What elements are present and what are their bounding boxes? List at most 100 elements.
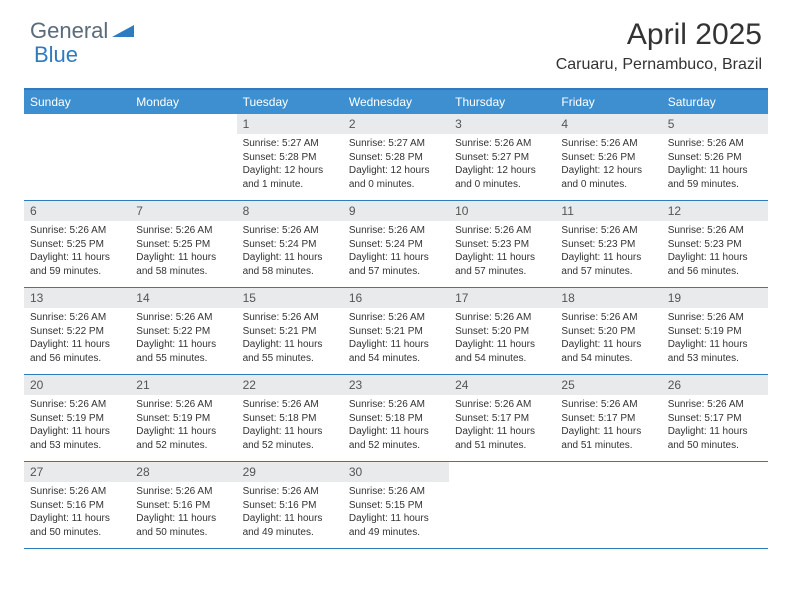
day-details: Sunrise: 5:26 AMSunset: 5:25 PMDaylight:… [130, 221, 236, 283]
sunrise-text: Sunrise: 5:26 AM [668, 137, 762, 151]
day-details: Sunrise: 5:26 AMSunset: 5:21 PMDaylight:… [237, 308, 343, 370]
day-number: 11 [555, 201, 661, 221]
day-details: Sunrise: 5:26 AMSunset: 5:16 PMDaylight:… [24, 482, 130, 544]
sunset-text: Sunset: 5:19 PM [30, 412, 124, 426]
day-number: 13 [24, 288, 130, 308]
day-cell [24, 114, 130, 200]
sunrise-text: Sunrise: 5:26 AM [30, 224, 124, 238]
daylight-text: Daylight: 11 hours and 57 minutes. [455, 251, 549, 278]
daylight-text: Daylight: 11 hours and 49 minutes. [349, 512, 443, 539]
sunset-text: Sunset: 5:28 PM [243, 151, 337, 165]
day-number: 14 [130, 288, 236, 308]
day-number: 25 [555, 375, 661, 395]
day-number: 15 [237, 288, 343, 308]
sunrise-text: Sunrise: 5:26 AM [455, 311, 549, 325]
day-details: Sunrise: 5:26 AMSunset: 5:20 PMDaylight:… [449, 308, 555, 370]
sunrise-text: Sunrise: 5:26 AM [349, 485, 443, 499]
logo-text-blue: Blue [34, 42, 78, 67]
daylight-text: Daylight: 11 hours and 52 minutes. [136, 425, 230, 452]
sunset-text: Sunset: 5:17 PM [455, 412, 549, 426]
week-row: 27Sunrise: 5:26 AMSunset: 5:16 PMDayligh… [24, 462, 768, 549]
sunset-text: Sunset: 5:21 PM [349, 325, 443, 339]
day-number: 29 [237, 462, 343, 482]
day-number: 17 [449, 288, 555, 308]
day-cell: 11Sunrise: 5:26 AMSunset: 5:23 PMDayligh… [555, 201, 661, 287]
day-details: Sunrise: 5:26 AMSunset: 5:26 PMDaylight:… [555, 134, 661, 196]
day-details: Sunrise: 5:26 AMSunset: 5:23 PMDaylight:… [662, 221, 768, 283]
sunrise-text: Sunrise: 5:26 AM [30, 311, 124, 325]
day-cell [555, 462, 661, 548]
sunrise-text: Sunrise: 5:26 AM [136, 311, 230, 325]
sunset-text: Sunset: 5:20 PM [455, 325, 549, 339]
day-number: 3 [449, 114, 555, 134]
day-cell [449, 462, 555, 548]
day-details: Sunrise: 5:26 AMSunset: 5:18 PMDaylight:… [237, 395, 343, 457]
logo-blue-text-row: Blue [34, 42, 78, 68]
day-number: 8 [237, 201, 343, 221]
sunset-text: Sunset: 5:22 PM [30, 325, 124, 339]
sunset-text: Sunset: 5:15 PM [349, 499, 443, 513]
sunrise-text: Sunrise: 5:26 AM [136, 224, 230, 238]
day-header-row: Sunday Monday Tuesday Wednesday Thursday… [24, 90, 768, 114]
day-cell: 4Sunrise: 5:26 AMSunset: 5:26 PMDaylight… [555, 114, 661, 200]
sunrise-text: Sunrise: 5:26 AM [668, 398, 762, 412]
sunset-text: Sunset: 5:21 PM [243, 325, 337, 339]
sunset-text: Sunset: 5:24 PM [243, 238, 337, 252]
day-header-mon: Monday [130, 90, 236, 114]
daylight-text: Daylight: 11 hours and 54 minutes. [349, 338, 443, 365]
logo-triangle-icon [112, 21, 134, 42]
sunset-text: Sunset: 5:27 PM [455, 151, 549, 165]
day-cell: 7Sunrise: 5:26 AMSunset: 5:25 PMDaylight… [130, 201, 236, 287]
daylight-text: Daylight: 11 hours and 57 minutes. [561, 251, 655, 278]
day-details: Sunrise: 5:26 AMSunset: 5:17 PMDaylight:… [555, 395, 661, 457]
logo-text-general: General [30, 18, 108, 44]
sunrise-text: Sunrise: 5:26 AM [668, 311, 762, 325]
sunrise-text: Sunrise: 5:26 AM [668, 224, 762, 238]
sunrise-text: Sunrise: 5:26 AM [455, 398, 549, 412]
day-cell: 5Sunrise: 5:26 AMSunset: 5:26 PMDaylight… [662, 114, 768, 200]
day-number: 7 [130, 201, 236, 221]
daylight-text: Daylight: 11 hours and 55 minutes. [243, 338, 337, 365]
day-details: Sunrise: 5:27 AMSunset: 5:28 PMDaylight:… [237, 134, 343, 196]
day-number: 20 [24, 375, 130, 395]
day-details: Sunrise: 5:26 AMSunset: 5:16 PMDaylight:… [237, 482, 343, 544]
day-cell: 1Sunrise: 5:27 AMSunset: 5:28 PMDaylight… [237, 114, 343, 200]
day-cell: 12Sunrise: 5:26 AMSunset: 5:23 PMDayligh… [662, 201, 768, 287]
day-number: 4 [555, 114, 661, 134]
sunrise-text: Sunrise: 5:26 AM [455, 137, 549, 151]
day-details: Sunrise: 5:26 AMSunset: 5:24 PMDaylight:… [343, 221, 449, 283]
day-number: 2 [343, 114, 449, 134]
day-details: Sunrise: 5:26 AMSunset: 5:19 PMDaylight:… [662, 308, 768, 370]
sunrise-text: Sunrise: 5:26 AM [349, 398, 443, 412]
daylight-text: Daylight: 11 hours and 54 minutes. [455, 338, 549, 365]
sunrise-text: Sunrise: 5:26 AM [561, 311, 655, 325]
daylight-text: Daylight: 11 hours and 52 minutes. [349, 425, 443, 452]
day-details: Sunrise: 5:26 AMSunset: 5:16 PMDaylight:… [130, 482, 236, 544]
sunset-text: Sunset: 5:18 PM [349, 412, 443, 426]
sunrise-text: Sunrise: 5:26 AM [455, 224, 549, 238]
daylight-text: Daylight: 12 hours and 0 minutes. [349, 164, 443, 191]
location-subtitle: Caruaru, Pernambuco, Brazil [556, 56, 762, 74]
day-details: Sunrise: 5:26 AMSunset: 5:17 PMDaylight:… [449, 395, 555, 457]
sunset-text: Sunset: 5:18 PM [243, 412, 337, 426]
daylight-text: Daylight: 11 hours and 56 minutes. [668, 251, 762, 278]
day-details: Sunrise: 5:26 AMSunset: 5:19 PMDaylight:… [130, 395, 236, 457]
day-number: 18 [555, 288, 661, 308]
daylight-text: Daylight: 11 hours and 51 minutes. [455, 425, 549, 452]
day-number: 27 [24, 462, 130, 482]
day-header-wed: Wednesday [343, 90, 449, 114]
sunrise-text: Sunrise: 5:26 AM [561, 398, 655, 412]
sunset-text: Sunset: 5:19 PM [136, 412, 230, 426]
day-details: Sunrise: 5:26 AMSunset: 5:22 PMDaylight:… [24, 308, 130, 370]
day-details: Sunrise: 5:26 AMSunset: 5:27 PMDaylight:… [449, 134, 555, 196]
daylight-text: Daylight: 11 hours and 59 minutes. [668, 164, 762, 191]
sunset-text: Sunset: 5:24 PM [349, 238, 443, 252]
day-cell: 29Sunrise: 5:26 AMSunset: 5:16 PMDayligh… [237, 462, 343, 548]
page-title: April 2025 [556, 18, 762, 52]
daylight-text: Daylight: 11 hours and 58 minutes. [136, 251, 230, 278]
daylight-text: Daylight: 11 hours and 49 minutes. [243, 512, 337, 539]
sunrise-text: Sunrise: 5:26 AM [349, 224, 443, 238]
sunrise-text: Sunrise: 5:27 AM [243, 137, 337, 151]
day-details: Sunrise: 5:26 AMSunset: 5:18 PMDaylight:… [343, 395, 449, 457]
day-number: 30 [343, 462, 449, 482]
